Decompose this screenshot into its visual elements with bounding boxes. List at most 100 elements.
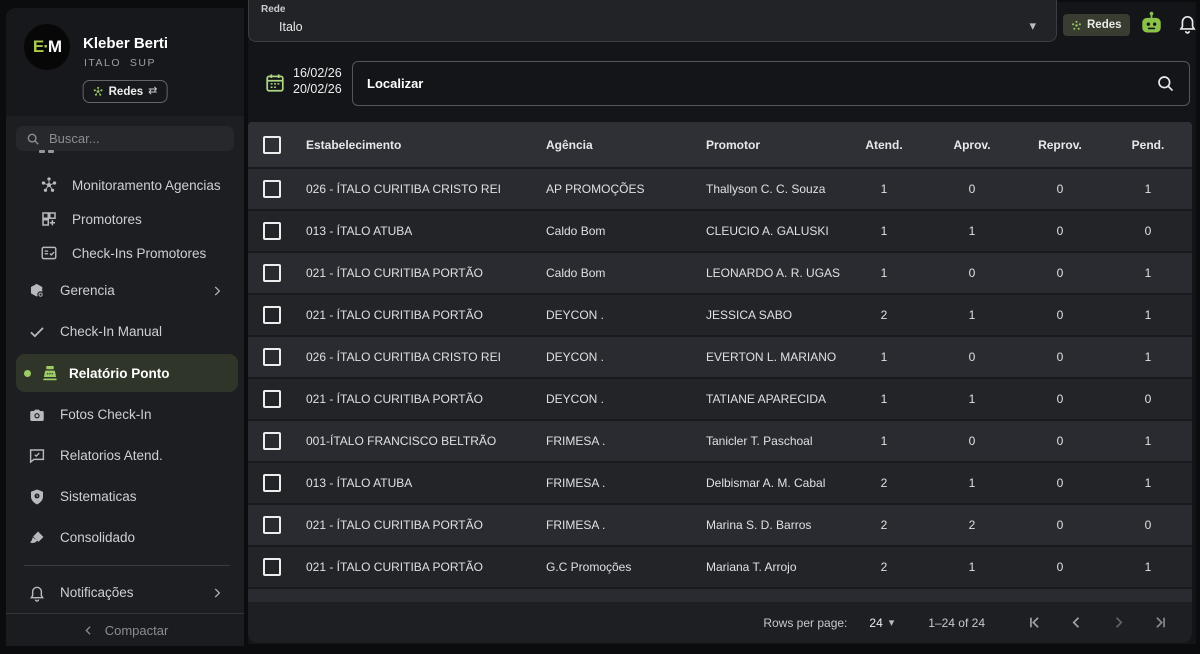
column-header[interactable]: Estabelecimento bbox=[296, 138, 536, 152]
sidebar-item-fotos-check-in[interactable]: Fotos Check-In bbox=[16, 394, 238, 435]
user-role: ITALO SUP bbox=[84, 57, 156, 69]
active-dot bbox=[24, 370, 31, 377]
approved-cell: 0 bbox=[928, 350, 1016, 364]
rejected-cell: 0 bbox=[1016, 518, 1104, 532]
row-checkbox[interactable] bbox=[263, 516, 281, 534]
previous-page-icon[interactable] bbox=[1067, 613, 1086, 632]
collapse-sidebar-button[interactable]: Compactar bbox=[6, 613, 244, 646]
approved-cell: 1 bbox=[928, 392, 1016, 406]
promoter-cell: Mariana T. Arrojo bbox=[696, 560, 840, 574]
promoter-cell: Delbismar A. M. Cabal bbox=[696, 476, 840, 490]
rows-per-page-label: Rows per page: bbox=[763, 616, 847, 630]
assistant-robot-button[interactable] bbox=[1138, 10, 1165, 37]
table-row[interactable]: 026 - ÍTALO CURITIBA CRISTO REIAP PROMOÇ… bbox=[248, 169, 1192, 211]
sidebar-item-gerencia[interactable]: Gerencia bbox=[16, 270, 238, 311]
sidebar-item-notifica-es[interactable]: Notificações bbox=[16, 572, 238, 613]
column-header[interactable]: Agência bbox=[536, 138, 696, 152]
sidebar-item-check-ins-promotores[interactable]: Check-Ins Promotores bbox=[16, 236, 238, 270]
establishment-cell: 001-ÍTALO FRANCISCO BELTRÃO bbox=[296, 434, 536, 448]
redes-switch-button[interactable]: Redes ⇄ bbox=[83, 80, 168, 103]
agency-cell: Caldo Bom bbox=[536, 224, 696, 238]
rows-per-page-value[interactable]: 24 bbox=[869, 616, 882, 630]
calendar-icon bbox=[264, 72, 286, 94]
rede-select[interactable]: Rede Italo ▾ bbox=[248, 0, 1057, 42]
approved-cell: 1 bbox=[928, 308, 1016, 322]
row-checkbox[interactable] bbox=[263, 222, 281, 240]
redes-chip[interactable]: Redes bbox=[1063, 14, 1130, 36]
widgets-icon bbox=[40, 210, 58, 228]
attended-cell: 1 bbox=[840, 266, 928, 280]
sidebar-item-sistematicas[interactable]: Sistematicas bbox=[16, 476, 238, 517]
attended-cell: 2 bbox=[840, 518, 928, 532]
table-row[interactable]: 021 - ÍTALO CURITIBA PORTÃOFRIMESA .Mari… bbox=[248, 505, 1192, 547]
rejected-cell: 0 bbox=[1016, 350, 1104, 364]
sidebar-item-relatorios-atend-[interactable]: Relatorios Atend. bbox=[16, 435, 238, 476]
row-checkbox[interactable] bbox=[263, 390, 281, 408]
pending-cell: 1 bbox=[1104, 434, 1192, 448]
hub-icon bbox=[1071, 20, 1082, 31]
table-row[interactable]: 013 - ÍTALO ATUBACaldo BomCLEUCIO A. GAL… bbox=[248, 211, 1192, 253]
promoter-cell: TATIANE APARECIDA bbox=[696, 392, 840, 406]
pos-icon bbox=[41, 364, 59, 382]
chevron-down-icon[interactable]: ▾ bbox=[889, 616, 895, 629]
agency-cell: Caldo Bom bbox=[536, 266, 696, 280]
table-row[interactable]: 021 - ÍTALO CURITIBA PORTÃOCaldo BomLEON… bbox=[248, 253, 1192, 295]
table-row[interactable]: 021 - ÍTALO CURITIBA PORTÃOG.C Promoções… bbox=[248, 547, 1192, 589]
chevron-right-icon bbox=[210, 284, 224, 298]
establishment-cell: 021 - ÍTALO CURITIBA PORTÃO bbox=[296, 392, 536, 406]
row-checkbox[interactable] bbox=[263, 558, 281, 576]
row-checkbox[interactable] bbox=[263, 348, 281, 366]
sidebar-item-promotores[interactable]: Promotores bbox=[16, 202, 238, 236]
approved-cell: 1 bbox=[928, 224, 1016, 238]
row-checkbox[interactable] bbox=[263, 306, 281, 324]
column-header[interactable]: Reprov. bbox=[1016, 138, 1104, 152]
agency-cell: FRIMESA . bbox=[536, 434, 696, 448]
sidebar-item-label: Relatorios Atend. bbox=[60, 448, 163, 463]
date-range-picker[interactable]: 16/02/26 20/02/26 bbox=[264, 65, 342, 97]
column-header[interactable]: Atend. bbox=[840, 138, 928, 152]
table-row[interactable]: 001-ÍTALO FRANCISCO BELTRÃOFRIMESA .Tani… bbox=[248, 421, 1192, 463]
check-icon bbox=[28, 323, 46, 341]
localizar-label: Localizar bbox=[367, 76, 423, 91]
sidebar-item-consolidado[interactable]: Consolidado bbox=[16, 517, 238, 558]
search-icon bbox=[1156, 74, 1175, 93]
partial-row bbox=[248, 589, 1192, 602]
attended-cell: 2 bbox=[840, 476, 928, 490]
avatar-letter-m: M bbox=[48, 37, 61, 57]
localizar-search-field[interactable]: Localizar bbox=[352, 61, 1190, 106]
sidebar-item-monitoramento-agencias[interactable]: Monitoramento Agencias bbox=[16, 168, 238, 202]
column-header[interactable]: Aprov. bbox=[928, 138, 1016, 152]
redes-badge-label: Redes bbox=[109, 86, 144, 98]
table-row[interactable]: 013 - ÍTALO ATUBAFRIMESA .Delbismar A. M… bbox=[248, 463, 1192, 505]
select-all-checkbox[interactable] bbox=[263, 136, 281, 154]
column-header[interactable]: Promotor bbox=[696, 138, 840, 152]
sidebar: E·M Kleber Berti ITALO SUP Redes ⇄ Busca… bbox=[6, 8, 244, 646]
column-header[interactable]: Pend. bbox=[1104, 138, 1192, 152]
sidebar-item-check-in-manual[interactable]: Check-In Manual bbox=[16, 311, 238, 352]
sidebar-search-input[interactable]: Buscar... bbox=[16, 126, 234, 151]
chevron-down-icon: ▾ bbox=[1029, 18, 1036, 34]
table-row[interactable]: 021 - ÍTALO CURITIBA PORTÃODEYCON .JESSI… bbox=[248, 295, 1192, 337]
attended-cell: 1 bbox=[840, 434, 928, 448]
sidebar-item-label: Consolidado bbox=[60, 530, 135, 545]
row-checkbox[interactable] bbox=[263, 180, 281, 198]
row-checkbox[interactable] bbox=[263, 264, 281, 282]
first-page-icon[interactable] bbox=[1025, 613, 1044, 632]
promoter-cell: EVERTON L. MARIANO bbox=[696, 350, 840, 364]
establishment-cell: 021 - ÍTALO CURITIBA PORTÃO bbox=[296, 560, 536, 574]
last-page-icon[interactable] bbox=[1151, 613, 1170, 632]
pending-cell: 1 bbox=[1104, 350, 1192, 364]
agency-cell: AP PROMOÇÕES bbox=[536, 182, 696, 196]
shield-icon bbox=[28, 488, 46, 506]
sidebar-item-label: Check-Ins Promotores bbox=[72, 246, 206, 261]
redes-chip-label: Redes bbox=[1087, 19, 1122, 31]
attended-cell: 2 bbox=[840, 560, 928, 574]
sidebar-item-relat-rio-ponto[interactable]: Relatório Ponto bbox=[16, 354, 238, 392]
next-page-icon[interactable] bbox=[1109, 613, 1128, 632]
row-checkbox[interactable] bbox=[263, 474, 281, 492]
row-checkbox[interactable] bbox=[263, 432, 281, 450]
table-row[interactable]: 021 - ÍTALO CURITIBA PORTÃODEYCON .TATIA… bbox=[248, 379, 1192, 421]
agency-cell: DEYCON . bbox=[536, 308, 696, 322]
notifications-bell-button[interactable] bbox=[1177, 12, 1198, 35]
table-row[interactable]: 026 - ÍTALO CURITIBA CRISTO REIDEYCON .E… bbox=[248, 337, 1192, 379]
